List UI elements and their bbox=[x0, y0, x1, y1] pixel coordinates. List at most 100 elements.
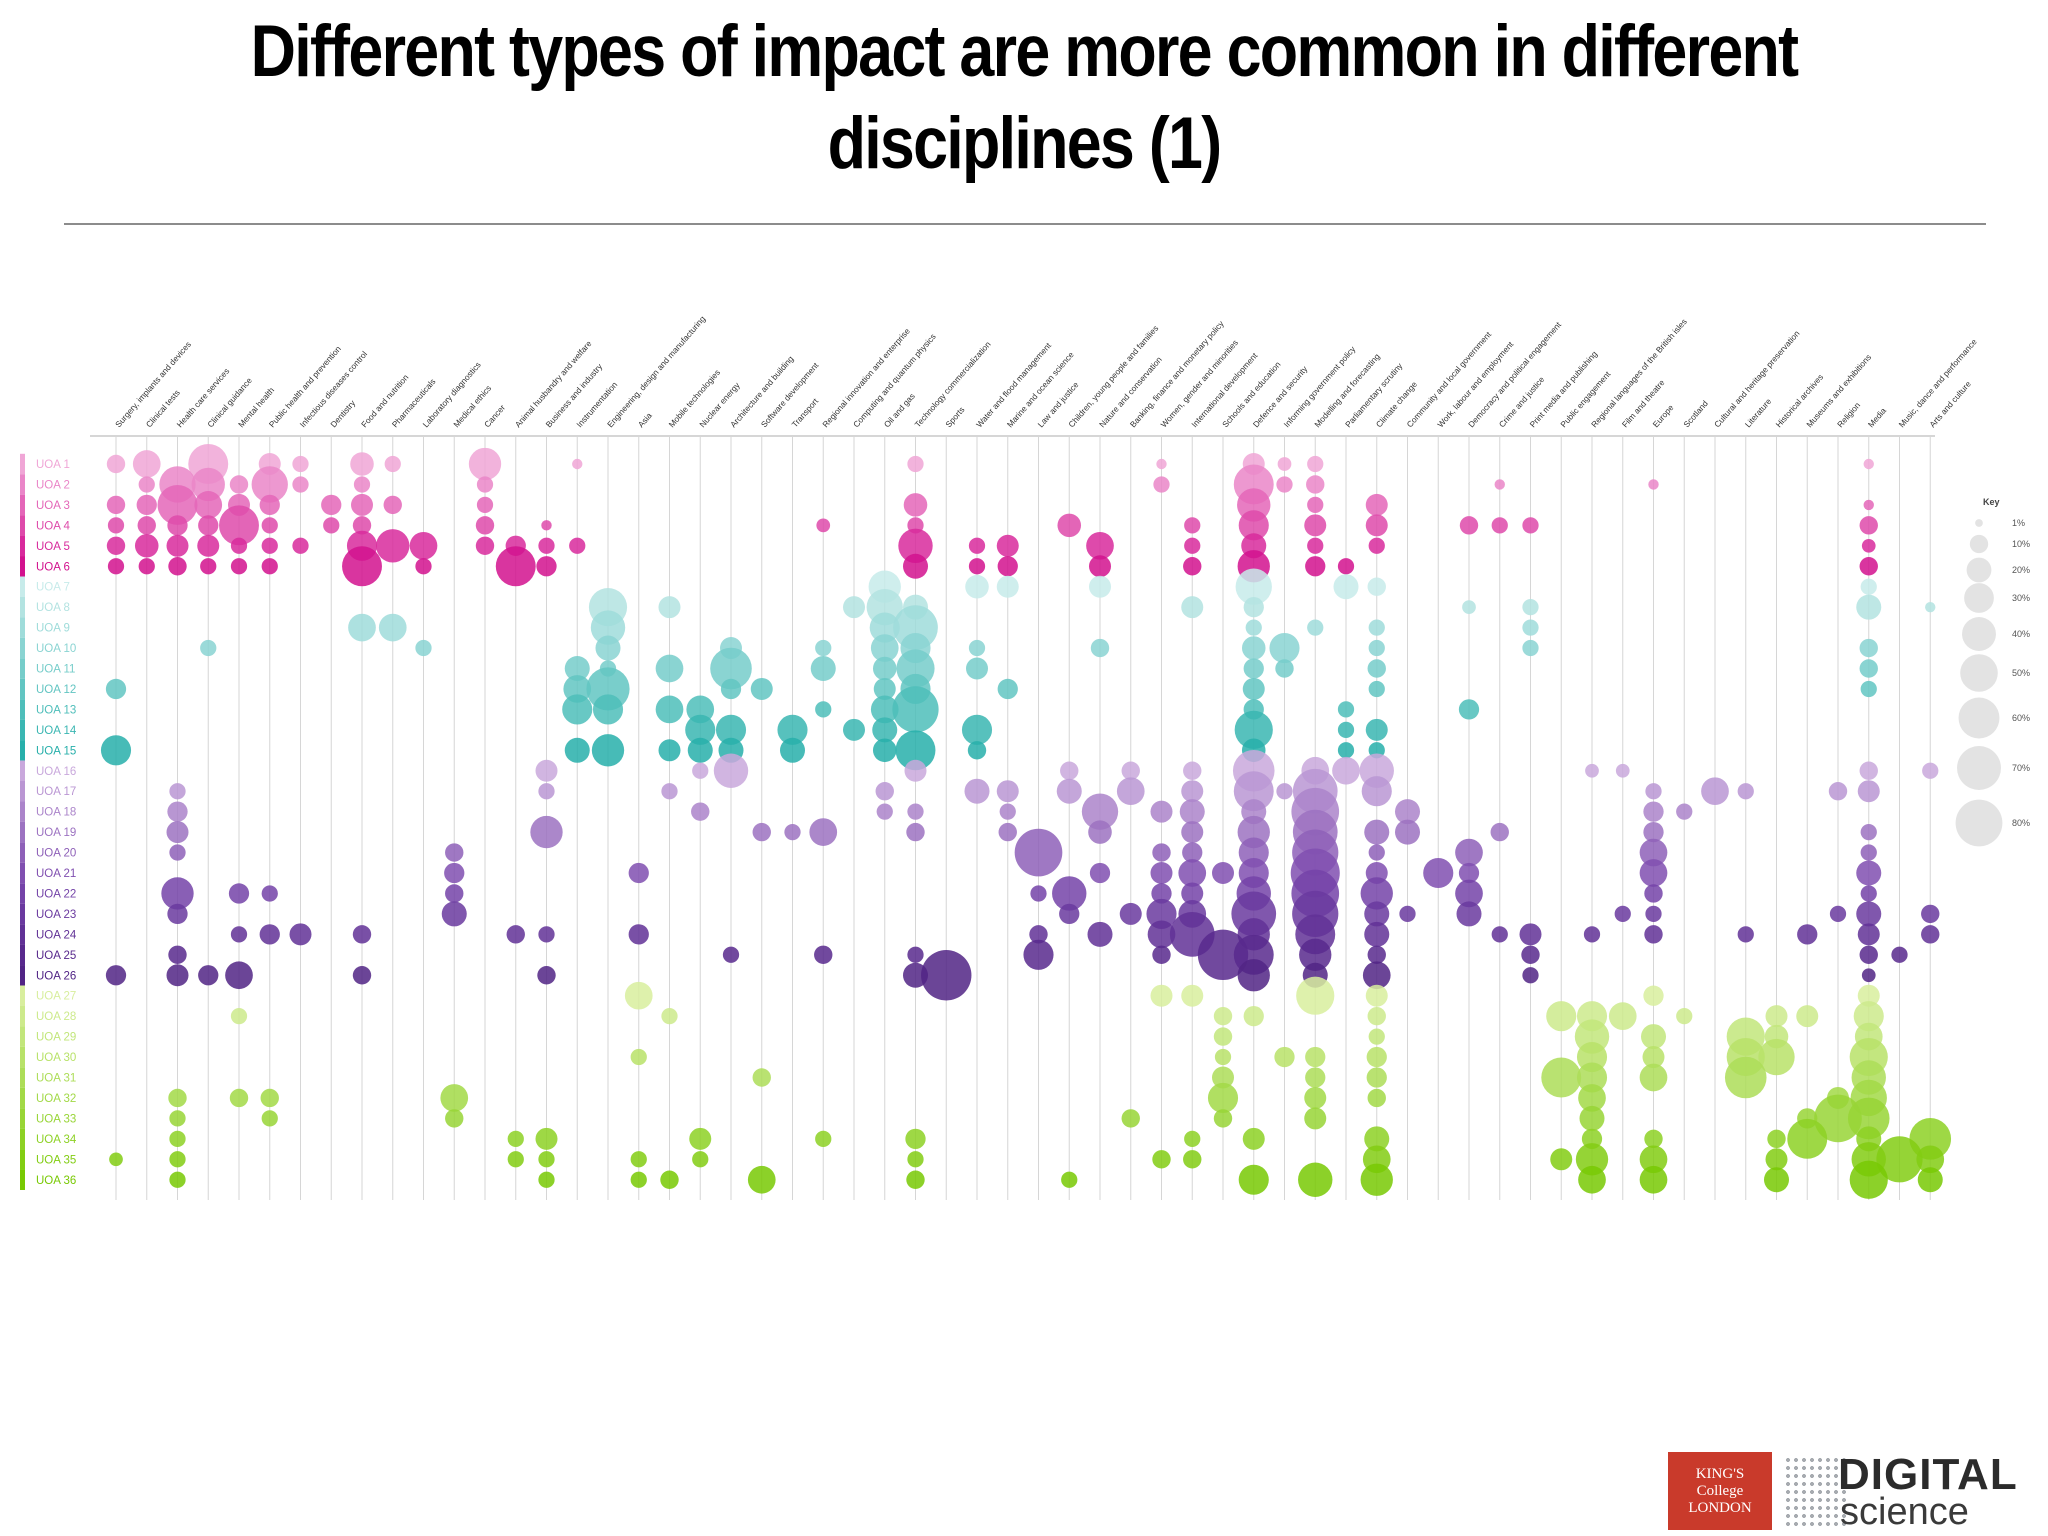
bubble bbox=[1368, 619, 1385, 636]
row-label: UOA 4 bbox=[36, 520, 70, 532]
bubble bbox=[572, 458, 583, 470]
row-color-bar bbox=[20, 1108, 25, 1129]
bubble bbox=[1364, 819, 1390, 845]
row-label: UOA 31 bbox=[36, 1073, 76, 1085]
bubble bbox=[872, 656, 897, 681]
bubble bbox=[1643, 801, 1664, 822]
bubble bbox=[1152, 945, 1171, 964]
row-label: UOA 10 bbox=[36, 643, 76, 655]
bubble bbox=[1859, 638, 1878, 658]
bubble bbox=[1575, 1143, 1609, 1176]
bubble bbox=[1522, 517, 1539, 534]
bubble bbox=[1274, 1046, 1295, 1068]
row-color-bar bbox=[20, 903, 25, 925]
bubble bbox=[166, 964, 189, 987]
row-color-bar bbox=[20, 617, 25, 638]
bubble bbox=[1423, 857, 1454, 889]
column-label: Engineering, design and manufacturing bbox=[605, 314, 708, 430]
bubble bbox=[1086, 531, 1114, 560]
row-color-bar bbox=[20, 740, 25, 761]
bubble bbox=[1365, 984, 1388, 1007]
row-color-bar bbox=[20, 1005, 25, 1027]
bubble bbox=[1365, 514, 1388, 537]
bubble bbox=[747, 1165, 776, 1194]
bubble bbox=[689, 1127, 712, 1150]
bubble bbox=[870, 695, 899, 724]
bubble bbox=[720, 678, 742, 700]
key-label: 30% bbox=[2012, 593, 2030, 603]
bubble bbox=[907, 455, 924, 473]
bubble bbox=[1361, 776, 1392, 807]
bubble bbox=[968, 639, 986, 657]
row-label: UOA 26 bbox=[36, 970, 76, 982]
bubble bbox=[692, 1151, 709, 1168]
key-label: 1% bbox=[2012, 518, 2025, 528]
bubble bbox=[1814, 1094, 1862, 1143]
bubble bbox=[1213, 1027, 1233, 1046]
bubble bbox=[876, 803, 893, 820]
bubble bbox=[261, 558, 278, 575]
bubble bbox=[563, 675, 592, 703]
bubble bbox=[1030, 885, 1047, 902]
bubble bbox=[166, 534, 189, 557]
bubble bbox=[1857, 923, 1880, 946]
kings-line-3: LONDON bbox=[1688, 1499, 1752, 1516]
row-color-bar bbox=[20, 862, 25, 884]
bubble bbox=[966, 657, 988, 680]
bubble bbox=[1368, 1028, 1385, 1045]
bubble bbox=[200, 558, 217, 575]
bubble bbox=[906, 1170, 925, 1189]
bubble bbox=[444, 862, 465, 884]
bubble bbox=[1360, 877, 1393, 910]
bubble bbox=[1298, 1162, 1333, 1197]
bubble bbox=[1305, 1067, 1326, 1088]
bubble bbox=[1089, 575, 1111, 598]
row-label: UOA 23 bbox=[36, 909, 76, 921]
row-labels: UOA 1 UOA 2 UOA 3 UOA 4 UOA 5 UOA 6 UOA 7 UOA 8… bbox=[20, 453, 77, 1190]
row-label: UOA 5 bbox=[36, 541, 70, 553]
key-label: 50% bbox=[2012, 668, 2030, 678]
bubble bbox=[1181, 780, 1204, 803]
bubble bbox=[106, 454, 126, 474]
bubble bbox=[1645, 905, 1662, 923]
bubble bbox=[1056, 778, 1082, 804]
bubble bbox=[191, 467, 225, 502]
bubble bbox=[136, 494, 157, 516]
bubble bbox=[843, 718, 865, 741]
bubble bbox=[1639, 859, 1668, 887]
bubble bbox=[1829, 905, 1847, 923]
column-label: Cancer bbox=[482, 402, 507, 429]
bubble bbox=[996, 534, 1019, 557]
bubble bbox=[1147, 920, 1176, 949]
bubble bbox=[1121, 761, 1140, 780]
row-label: UOA 7 bbox=[36, 582, 70, 594]
row-color-bar bbox=[20, 1149, 25, 1170]
bubble bbox=[409, 531, 438, 560]
bubble bbox=[1153, 476, 1170, 493]
bubble bbox=[1366, 1067, 1387, 1088]
row-color-bar bbox=[20, 985, 25, 1006]
bubble bbox=[230, 1008, 248, 1025]
column-label: Oil and gas bbox=[882, 391, 917, 429]
bubble bbox=[1394, 819, 1421, 845]
bubble bbox=[1333, 574, 1359, 600]
bubble bbox=[157, 484, 198, 525]
key-label: 70% bbox=[2012, 763, 2030, 773]
bubble bbox=[445, 843, 464, 862]
bubble bbox=[1541, 1057, 1582, 1098]
bubble bbox=[1366, 1046, 1387, 1068]
bubble bbox=[1307, 496, 1324, 514]
bubble bbox=[628, 862, 649, 884]
bubble bbox=[1304, 1086, 1327, 1109]
row-color-bar bbox=[20, 801, 25, 822]
bubble bbox=[1857, 780, 1880, 803]
bubble bbox=[1490, 822, 1509, 842]
bubble bbox=[1645, 783, 1662, 800]
bubble bbox=[816, 518, 831, 533]
bubble bbox=[1459, 516, 1479, 535]
row-color-bar bbox=[20, 842, 25, 863]
bubble bbox=[872, 717, 898, 743]
bubble bbox=[1859, 557, 1878, 576]
bubble bbox=[132, 450, 161, 478]
bubble bbox=[541, 520, 552, 531]
